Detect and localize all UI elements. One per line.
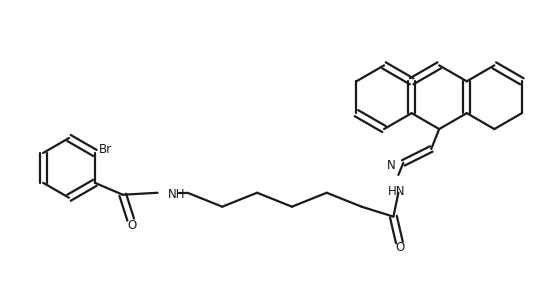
Text: NH: NH [167,188,185,201]
Text: O: O [396,241,405,255]
Text: Br: Br [99,143,112,156]
Text: N: N [387,159,396,172]
Text: O: O [127,219,136,232]
Text: HN: HN [388,185,405,198]
